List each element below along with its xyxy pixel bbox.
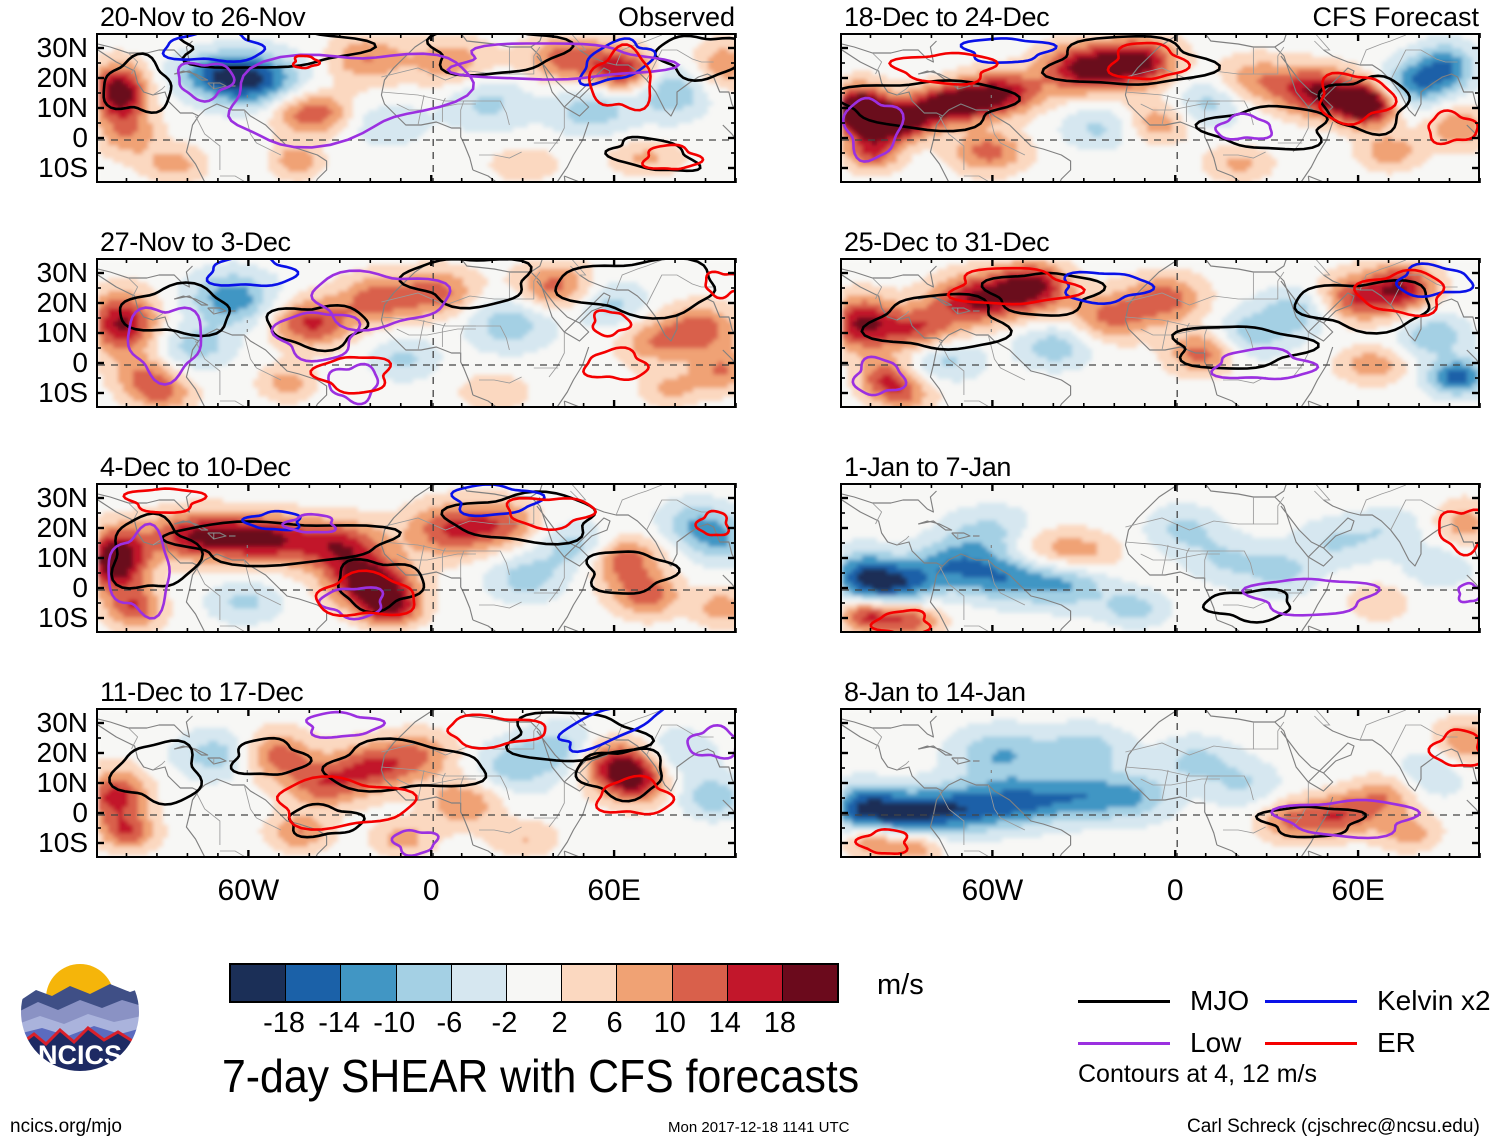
forecast-column-label: CFS Forecast (1312, 4, 1479, 31)
legend-label-mjo: MJO (1190, 987, 1249, 1015)
legend-line-kelvin-x2 (1265, 1000, 1357, 1003)
panel-title-8: 8-Jan to 14-Jan (844, 679, 1026, 706)
colorbar-tick-label: 18 (740, 1009, 820, 1038)
map-panel-7 (840, 483, 1480, 633)
y-tick-label: 20N (0, 514, 88, 542)
panel-title-6: 25-Dec to 31-Dec (844, 229, 1050, 256)
map-panel-5 (840, 33, 1480, 183)
y-tick-label: 10S (0, 604, 88, 632)
x-tick-label: 60W (932, 876, 1052, 906)
x-tick-label: 60E (554, 876, 674, 906)
panel-title-2: 27-Nov to 3-Dec (100, 229, 291, 256)
y-tick-label: 30N (0, 709, 88, 737)
x-tick-label: 0 (1115, 876, 1235, 906)
y-tick-label: 30N (0, 34, 88, 62)
y-tick-label: 10N (0, 544, 88, 572)
colorbar-swatch (341, 965, 397, 1001)
panel-title-1: 20-Nov to 26-Nov (100, 4, 306, 31)
y-tick-label: 20N (0, 289, 88, 317)
y-tick-label: 20N (0, 739, 88, 767)
legend-label-kelvin-x2: Kelvin x2 (1377, 987, 1491, 1015)
y-tick-label: 10S (0, 829, 88, 857)
legend-label-er: ER (1377, 1029, 1416, 1057)
x-tick-label: 60E (1298, 876, 1418, 906)
colorbar-swatch (617, 965, 673, 1001)
y-tick-label: 10S (0, 379, 88, 407)
colorbar-tick-label: -14 (299, 1009, 379, 1038)
map-panel-6 (840, 258, 1480, 408)
colorbar-swatch (451, 965, 507, 1001)
y-tick-label: 10N (0, 769, 88, 797)
footer-author: Carl Schreck (cjschrec@ncsu.edu) (1187, 1116, 1480, 1138)
footer-website[interactable]: ncics.org/mjo (10, 1116, 122, 1138)
colorbar-swatch (231, 965, 287, 1001)
y-tick-label: 0 (0, 124, 88, 152)
y-tick-label: 20N (0, 64, 88, 92)
ncics-logo: NCICS (18, 950, 142, 1074)
y-tick-label: 10N (0, 94, 88, 122)
map-panel-8 (840, 708, 1480, 858)
y-tick-label: 30N (0, 259, 88, 287)
colorbar-swatch (286, 965, 342, 1001)
colorbar-tick-label: -18 (244, 1009, 324, 1038)
colorbar-tick-label: 2 (520, 1009, 600, 1038)
colorbar-tick-label: 6 (575, 1009, 655, 1038)
panel-title-5: 18-Dec to 24-Dec (844, 4, 1050, 31)
ncics-logo-graphic: NCICS (19, 951, 141, 1073)
y-tick-label: 10N (0, 319, 88, 347)
colorbar-tick-label: 10 (630, 1009, 710, 1038)
y-tick-label: 0 (0, 799, 88, 827)
colorbar-swatch (727, 965, 783, 1001)
colorbar-units-label: m/s (877, 971, 924, 1000)
legend-line-mjo (1078, 1000, 1170, 1003)
legend-line-er (1265, 1042, 1357, 1045)
main-title: 7-day SHEAR with CFS forecasts (222, 1053, 859, 1099)
colorbar-tick-label: -6 (409, 1009, 489, 1038)
panel-title-7: 1-Jan to 7-Jan (844, 454, 1011, 481)
panel-title-4: 11-Dec to 17-Dec (100, 679, 304, 706)
legend-label-low: Low (1190, 1029, 1241, 1057)
y-tick-label: 0 (0, 574, 88, 602)
colorbar (229, 963, 839, 1003)
x-tick-label: 60W (188, 876, 308, 906)
x-tick-label: 0 (371, 876, 491, 906)
footer-timestamp: Mon 2017-12-18 1141 UTC (668, 1119, 850, 1136)
y-tick-label: 10S (0, 154, 88, 182)
map-panel-1 (96, 33, 736, 183)
map-panel-3 (96, 483, 736, 633)
y-tick-label: 30N (0, 484, 88, 512)
panel-title-3: 4-Dec to 10-Dec (100, 454, 291, 481)
colorbar-tick-label: -2 (464, 1009, 544, 1038)
observed-column-label: Observed (618, 4, 735, 31)
colorbar-tick-label: -10 (354, 1009, 434, 1038)
y-tick-label: 0 (0, 349, 88, 377)
contour-interval-note: Contours at 4, 12 m/s (1078, 1062, 1317, 1087)
map-panel-2 (96, 258, 736, 408)
colorbar-tick-label: 14 (685, 1009, 765, 1038)
map-panel-4 (96, 708, 736, 858)
legend-line-low (1078, 1042, 1170, 1045)
colorbar-swatch (396, 965, 452, 1001)
colorbar-swatch (562, 965, 618, 1001)
colorbar-swatch (782, 965, 838, 1001)
colorbar-swatch (672, 965, 728, 1001)
colorbar-swatch (506, 965, 563, 1001)
